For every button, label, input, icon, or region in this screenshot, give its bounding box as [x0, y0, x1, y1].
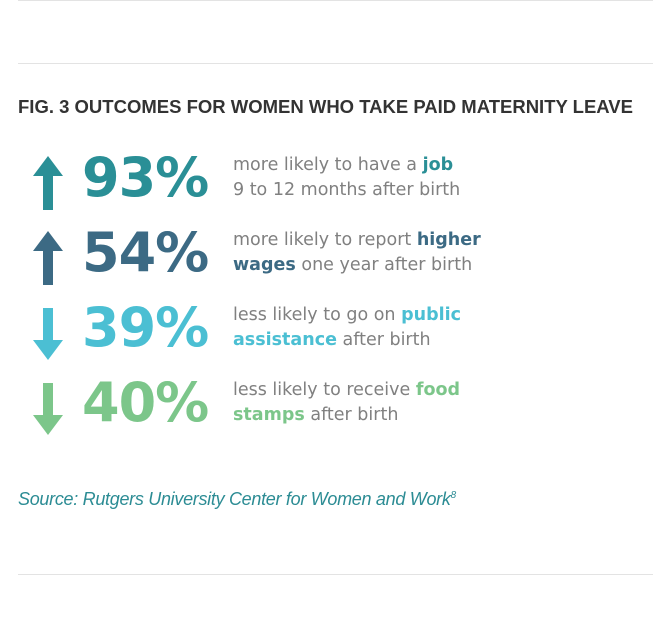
description-line: stamps after birth	[233, 403, 460, 428]
top-divider	[18, 0, 653, 1]
stat-row: 54% more likely to report higher wages one…	[0, 221, 653, 289]
arrow-down-icon	[33, 383, 63, 435]
description-highlight: stamps	[233, 405, 305, 425]
stat-description: less likely to go on public assistance af…	[233, 303, 461, 353]
stat-percentage: 39%	[82, 296, 209, 359]
stat-description: more likely to have a job 9 to 12 months …	[233, 153, 460, 203]
source-text: Source: Rutgers University Center for Wo…	[18, 489, 451, 509]
stat-description: more likely to report higher wages one ye…	[233, 228, 481, 278]
arrow-up-icon	[33, 156, 63, 210]
description-highlight: assistance	[233, 330, 337, 350]
description-line: less likely to go on public	[233, 303, 461, 328]
description-highlight: job	[422, 155, 454, 175]
stat-percentage: 93%	[82, 146, 209, 209]
description-line: more likely to report higher	[233, 228, 481, 253]
figure-title: FIG. 3 OUTCOMES FOR WOMEN WHO TAKE PAID …	[18, 96, 633, 117]
description-text: 9 to 12 months after birth	[233, 180, 461, 200]
description-text: less likely to receive	[233, 380, 416, 400]
description-text: more likely to report	[233, 230, 417, 250]
description-text: after birth	[336, 330, 431, 350]
stat-row: 39% less likely to go on public assistance…	[0, 296, 653, 364]
stat-description: less likely to receive food stamps after …	[233, 378, 460, 428]
description-highlight: higher	[416, 230, 481, 250]
description-text: more likely to have a	[233, 155, 423, 175]
arrow-up-icon	[33, 231, 63, 285]
description-text: after birth	[304, 405, 399, 425]
description-line: less likely to receive food	[233, 378, 460, 403]
stat-percentage: 54%	[82, 221, 209, 284]
arrow-down-icon	[33, 308, 63, 360]
description-line: more likely to have a job	[233, 153, 460, 178]
source-footnote: 8	[450, 490, 457, 501]
description-line: 9 to 12 months after birth	[233, 178, 460, 203]
description-line: wages one year after birth	[233, 253, 481, 278]
source-citation: Source: Rutgers University Center for Wo…	[18, 489, 456, 510]
description-highlight: wages	[233, 255, 296, 275]
description-line: assistance after birth	[233, 328, 461, 353]
stat-percentage: 40%	[82, 371, 209, 434]
description-text: one year after birth	[295, 255, 473, 275]
description-text: less likely to go on	[233, 305, 402, 325]
section-divider	[18, 63, 653, 64]
stat-row: 93% more likely to have a job 9 to 12 mont…	[0, 146, 653, 214]
description-highlight: food	[415, 380, 461, 400]
description-highlight: public	[401, 305, 461, 325]
bottom-divider	[18, 574, 653, 575]
stat-row: 40% less likely to receive food stamps aft…	[0, 371, 653, 439]
